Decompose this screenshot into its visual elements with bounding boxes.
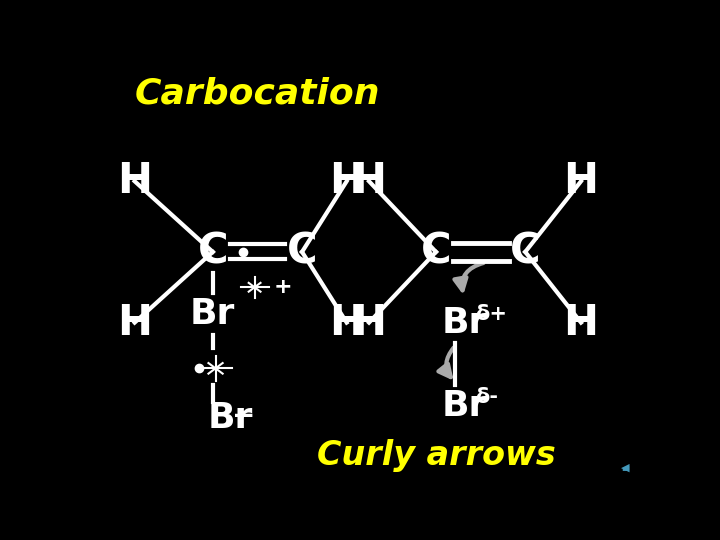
Text: H: H [564,160,598,202]
Text: Br: Br [441,389,487,423]
Text: Carbocation: Carbocation [135,77,380,111]
Text: H: H [564,302,598,343]
Text: C: C [510,231,541,273]
Text: H: H [329,160,364,202]
Text: Br: Br [207,401,253,435]
Polygon shape [623,466,629,470]
Text: Br: Br [190,298,235,331]
Text: H: H [117,160,152,202]
Text: −: − [232,402,255,430]
FancyArrowPatch shape [454,263,484,291]
Text: H: H [329,302,364,343]
Text: Br: Br [441,306,487,340]
Text: δ-: δ- [475,387,498,408]
Text: C: C [287,231,318,273]
FancyArrowPatch shape [438,348,454,377]
Text: C: C [420,231,451,273]
Text: H: H [351,160,387,202]
Text: δ+: δ+ [475,304,507,325]
Text: +: + [273,277,292,297]
Text: ◀: ◀ [621,463,630,473]
Text: C: C [197,231,228,273]
Text: Curly arrows: Curly arrows [317,439,555,472]
Text: H: H [117,302,152,343]
Text: H: H [351,302,387,343]
